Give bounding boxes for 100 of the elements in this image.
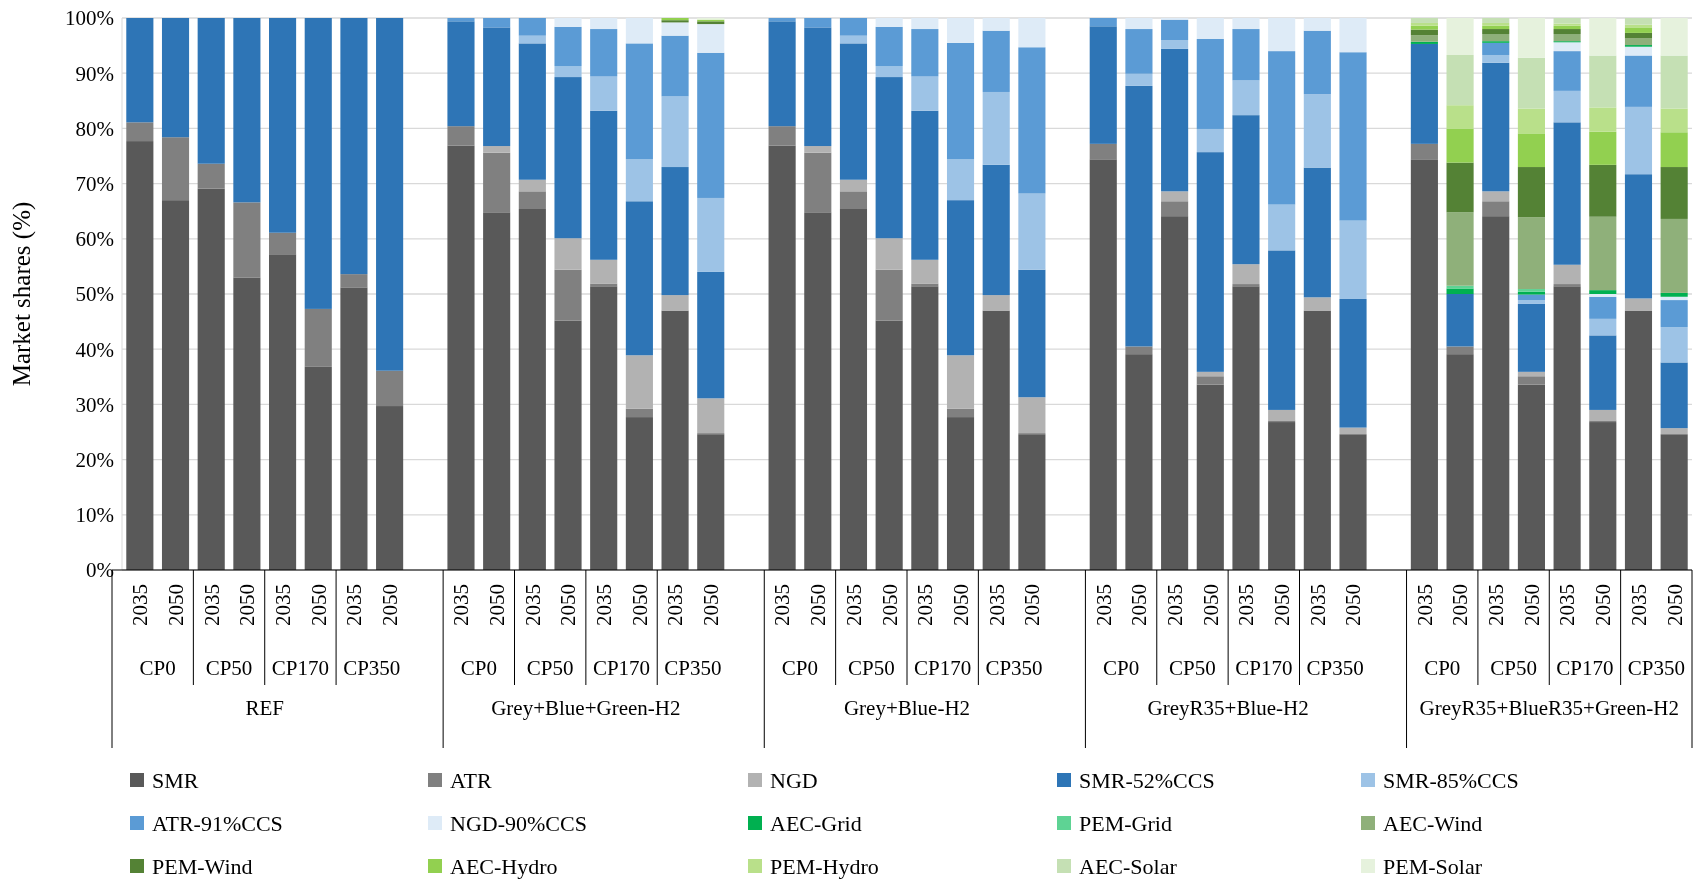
bar — [1125, 346, 1153, 355]
bar — [982, 295, 1010, 311]
bar — [483, 212, 511, 570]
bar — [518, 43, 546, 180]
bar — [946, 408, 975, 418]
bar — [1446, 346, 1474, 355]
bar — [1339, 220, 1367, 299]
bar — [697, 271, 725, 399]
bar — [946, 200, 975, 356]
bar — [1446, 288, 1474, 294]
x-tick-label: 2050 — [1591, 584, 1616, 626]
bar — [946, 159, 975, 201]
text: CP170 — [1556, 656, 1614, 681]
bar — [1553, 34, 1581, 42]
bar — [1482, 42, 1510, 55]
bar — [376, 406, 404, 570]
text: CP0 — [781, 656, 819, 681]
bar — [304, 18, 332, 309]
bar — [1589, 318, 1617, 336]
bar — [1232, 115, 1260, 265]
bar — [483, 152, 511, 213]
bar — [875, 26, 903, 67]
x-tick-label: 2050 — [948, 584, 973, 626]
bar — [1589, 294, 1617, 297]
bar — [1624, 298, 1653, 311]
text: CP350 — [664, 656, 722, 681]
bar — [340, 274, 368, 288]
x-tick-label: 2050 — [556, 584, 581, 626]
bar — [982, 310, 1010, 570]
bar — [1660, 167, 1688, 219]
bar — [376, 370, 404, 407]
bar — [1482, 34, 1510, 42]
bar — [1161, 191, 1189, 202]
text: CP0 — [139, 656, 176, 681]
bar — [1660, 218, 1688, 293]
bar — [126, 122, 154, 142]
bar — [126, 18, 154, 123]
bar — [340, 287, 368, 570]
bar — [554, 77, 582, 239]
text: CP50 — [847, 656, 895, 681]
text: CP350 — [1306, 656, 1364, 681]
y-axis-title: Market shares (%) — [8, 201, 36, 387]
bar — [518, 191, 546, 209]
bar — [197, 18, 225, 164]
bar — [1303, 18, 1331, 31]
bar — [1482, 216, 1510, 570]
bar — [768, 145, 796, 570]
bar — [1232, 264, 1260, 285]
legend-label: SMR — [152, 767, 199, 793]
bar — [804, 27, 832, 147]
bar — [590, 286, 618, 570]
x-tick-label: 2050 — [877, 584, 902, 626]
bar — [590, 110, 618, 260]
bar — [697, 24, 725, 53]
bar — [1446, 212, 1474, 286]
text: CP50 — [205, 656, 253, 681]
bar — [1339, 427, 1367, 435]
x-tick-label: 2050 — [1448, 584, 1473, 626]
bar — [233, 277, 261, 570]
bar — [1018, 397, 1046, 434]
bar — [1232, 286, 1260, 570]
y-tick-label: 100% — [65, 6, 114, 31]
bar — [1553, 18, 1581, 24]
bar — [1446, 162, 1474, 213]
bar — [483, 18, 511, 28]
bar — [1553, 42, 1581, 52]
bar — [1125, 354, 1153, 570]
bar — [1089, 159, 1117, 570]
x-tick-label: 2050 — [1020, 584, 1045, 626]
bar — [1446, 354, 1474, 570]
bar — [946, 18, 975, 43]
bar — [1624, 174, 1653, 299]
bar — [1410, 43, 1438, 144]
x-tick-label: 2035 — [1162, 584, 1187, 626]
legend-label: AEC-Hydro — [450, 853, 558, 879]
text: CP0 — [1424, 656, 1461, 681]
bar — [1517, 108, 1545, 134]
x-tick-label: 2035 — [1305, 584, 1330, 626]
bar — [661, 35, 689, 97]
text: CP50 — [1169, 656, 1216, 681]
bar — [518, 35, 546, 44]
bar — [1232, 18, 1260, 30]
bar — [1018, 47, 1046, 194]
bar — [590, 76, 618, 111]
bar — [1517, 18, 1545, 58]
bar — [661, 310, 689, 570]
bar — [1660, 292, 1688, 297]
text: CP350 — [985, 656, 1043, 681]
bar — [1089, 26, 1117, 144]
bar — [1161, 216, 1189, 570]
bar — [1589, 290, 1617, 294]
bar — [1410, 143, 1438, 160]
bar — [661, 96, 689, 168]
x-tick-label: 2035 — [663, 584, 688, 626]
text: REF — [245, 696, 284, 721]
bar — [1624, 32, 1653, 39]
y-tick-label: 0% — [86, 558, 114, 583]
legend-label: AEC-Solar — [1079, 853, 1178, 879]
bar — [1660, 327, 1688, 363]
bar — [1624, 55, 1653, 107]
